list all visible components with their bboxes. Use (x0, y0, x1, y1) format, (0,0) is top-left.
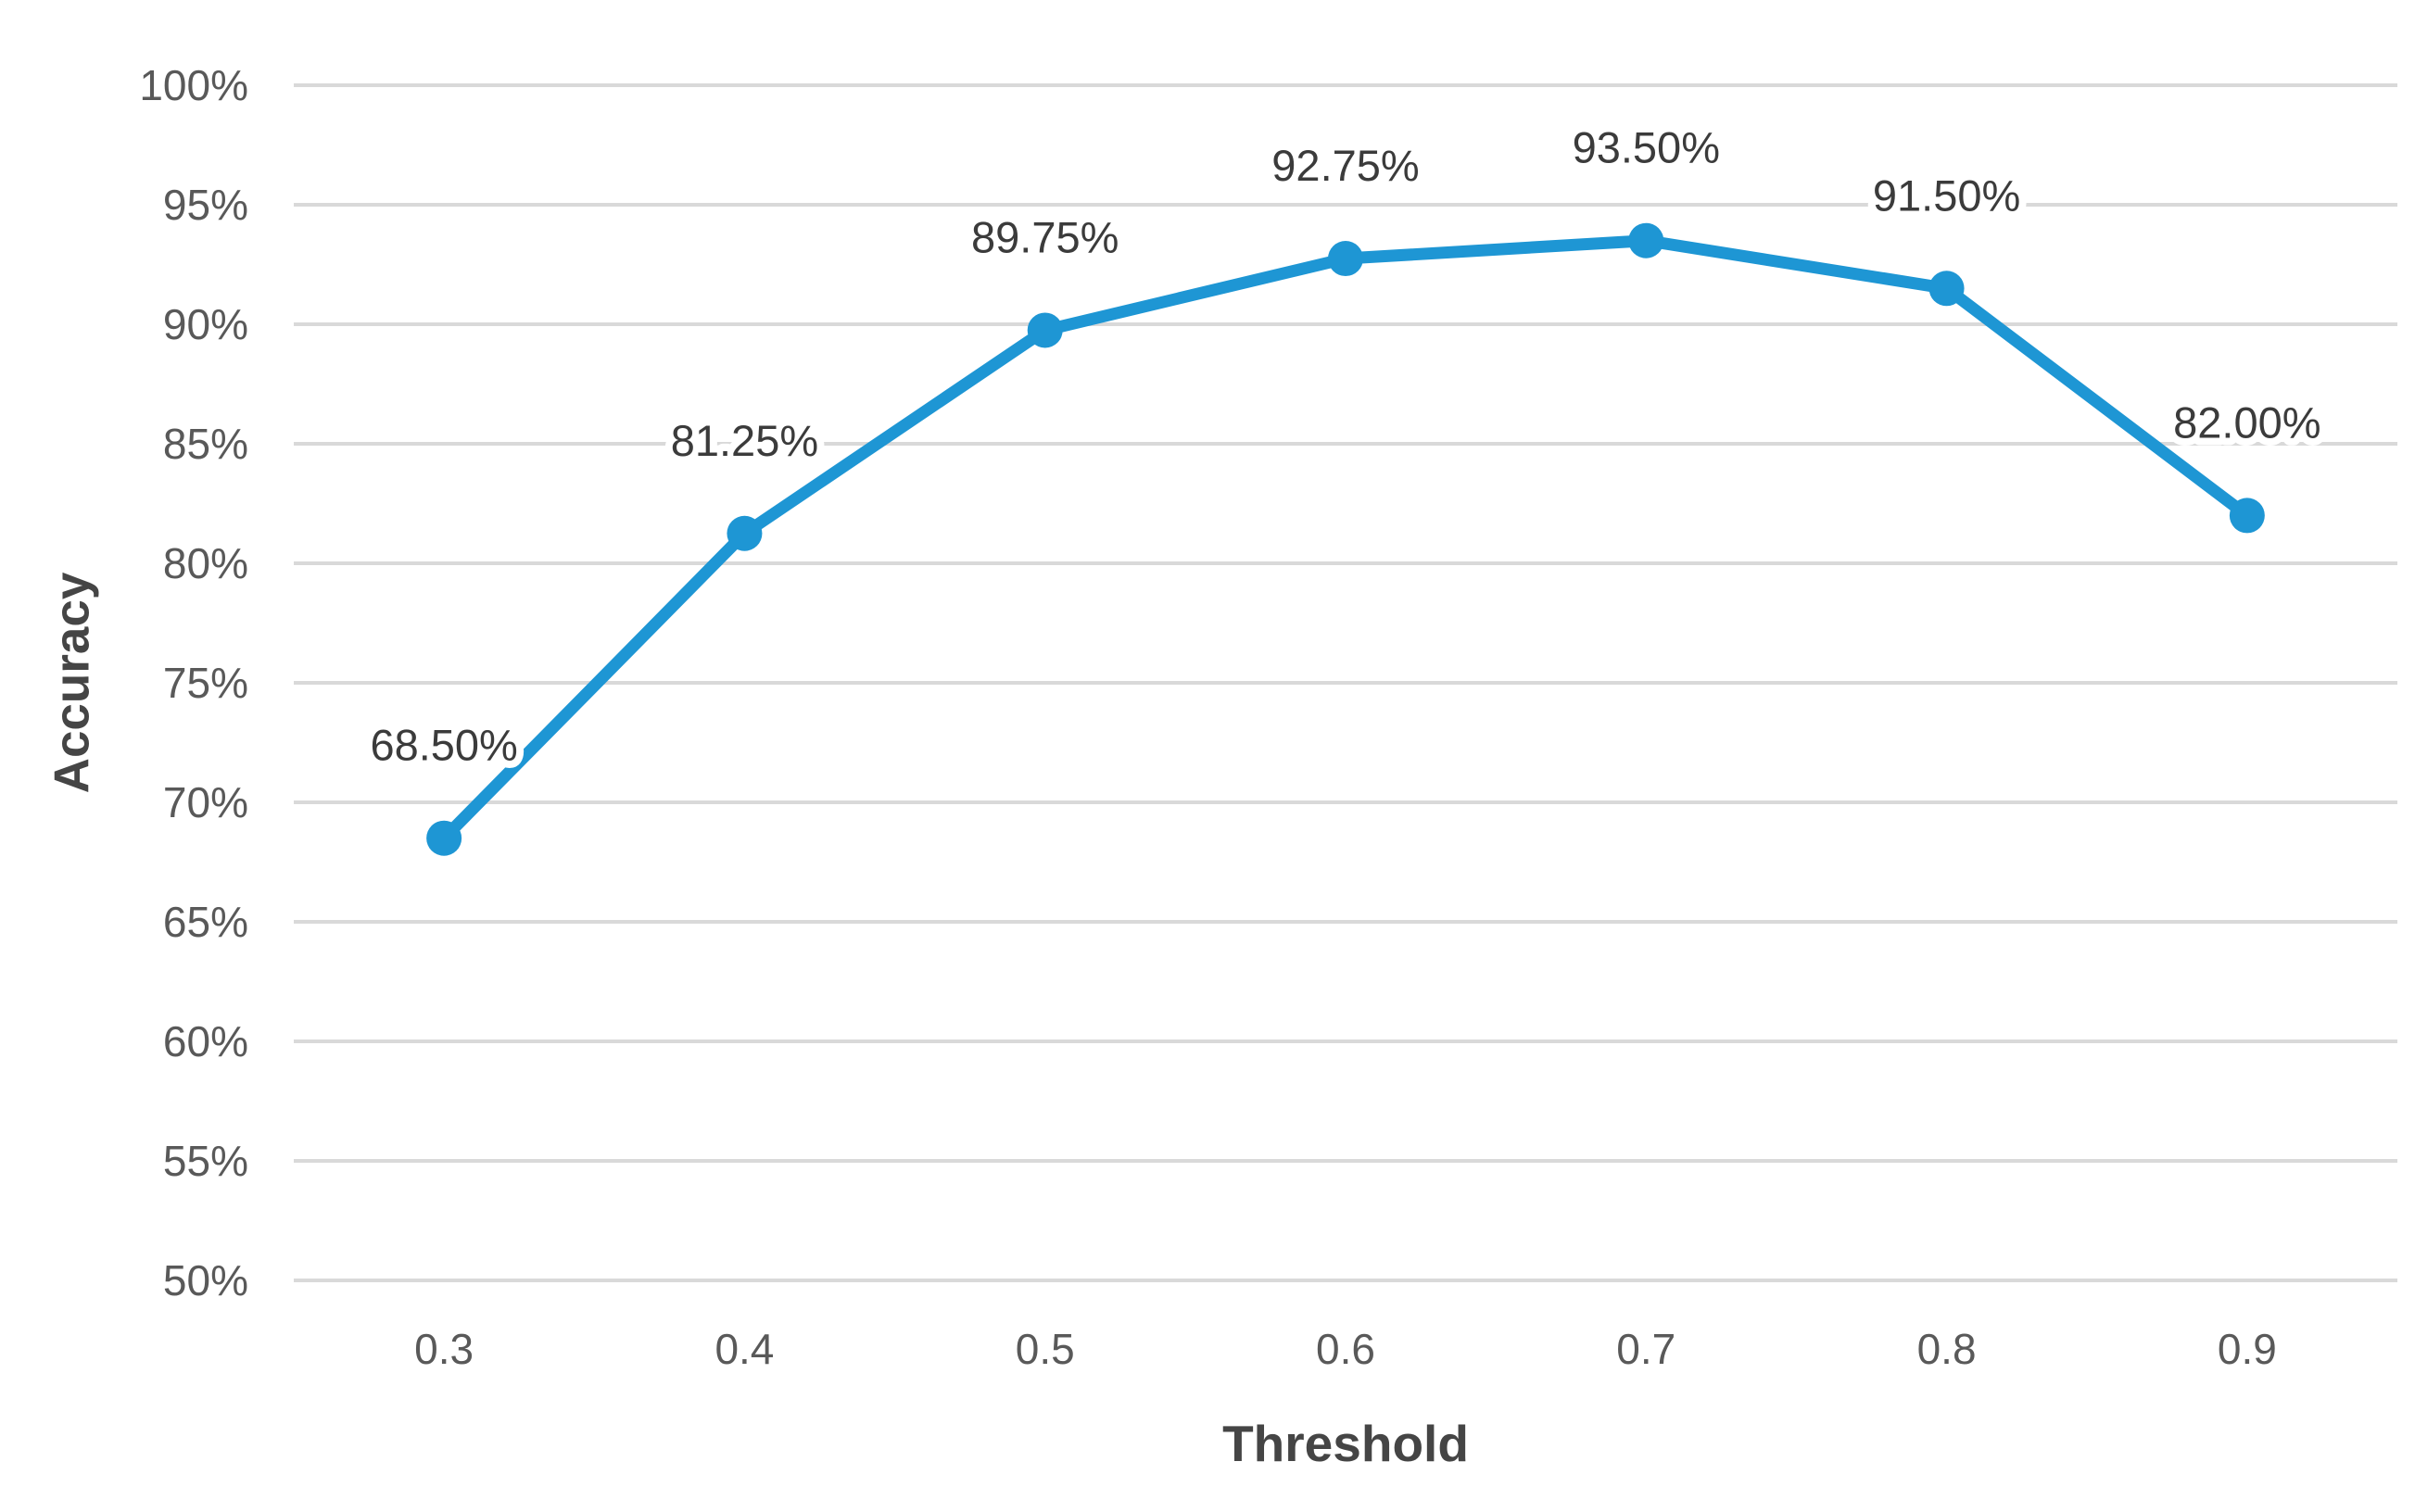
data-point-label: 82.00% (2173, 397, 2320, 447)
y-tick-label: 50% (163, 1256, 248, 1304)
data-point-label: 92.75% (1271, 141, 1419, 190)
data-point-label: 81.25% (671, 416, 818, 465)
y-tick-label: 55% (163, 1137, 248, 1185)
y-axis-tick-labels: 50% 55% 60% 65% 70% 75% 80% 85% 90% 95% 100% (139, 61, 248, 1304)
y-tick-label: 100% (139, 61, 248, 109)
gridlines-group (294, 83, 2397, 1282)
y-tick-label: 90% (163, 300, 248, 348)
y-tick-label: 60% (163, 1017, 248, 1065)
data-point-label: 68.50% (370, 721, 517, 770)
x-tick-label: 0.7 (1616, 1325, 1675, 1373)
data-point-label: 93.50% (1573, 123, 1720, 172)
x-axis-tick-labels: 0.3 0.4 0.5 0.6 0.7 0.8 0.9 (414, 1325, 2277, 1373)
y-tick-label: 75% (163, 659, 248, 707)
data-labels-group: 68.50% 81.25% 89.75% 92.75% 93.50% 91.50% 82.0… (362, 116, 2328, 777)
y-axis-title: Accuracy (45, 572, 100, 793)
accuracy-line (437, 234, 2254, 845)
data-point-marker (1628, 222, 1664, 258)
data-point-marker (1928, 271, 1965, 307)
y-tick-label: 80% (163, 539, 248, 587)
line-series-group (426, 222, 2265, 856)
data-point-marker (1328, 241, 1363, 277)
x-tick-label: 0.8 (1917, 1325, 1977, 1373)
data-point-label: 89.75% (971, 212, 1119, 261)
data-point-marker (2229, 498, 2265, 534)
x-tick-label: 0.5 (1016, 1325, 1075, 1373)
data-point-marker (426, 820, 462, 856)
y-tick-label: 65% (163, 898, 248, 946)
x-tick-label: 0.6 (1316, 1325, 1375, 1373)
x-axis-title: Threshold (1222, 1415, 1469, 1472)
y-tick-label: 85% (163, 420, 248, 468)
x-tick-label: 0.9 (2218, 1325, 2277, 1373)
y-tick-label: 70% (163, 778, 248, 826)
y-tick-label: 95% (163, 181, 248, 229)
data-point-marker (727, 515, 763, 551)
data-point-marker (1027, 312, 1063, 348)
x-tick-label: 0.3 (414, 1325, 474, 1373)
x-tick-label: 0.4 (714, 1325, 774, 1373)
data-point-label: 91.50% (1873, 170, 2020, 220)
